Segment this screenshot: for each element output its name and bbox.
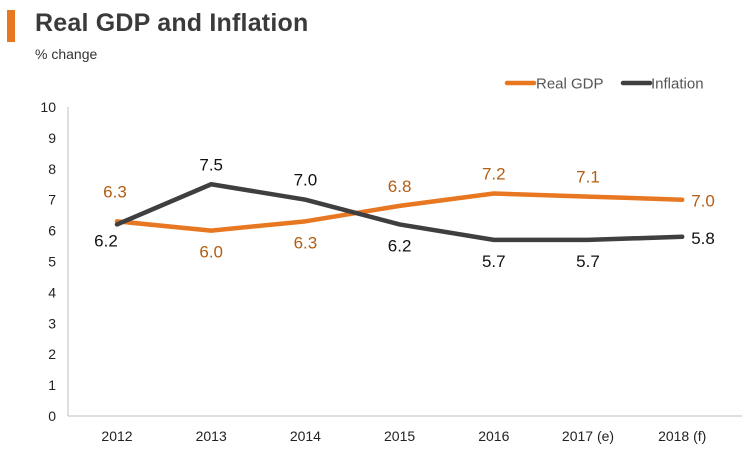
real-gdp-legend-label: Real GDP bbox=[536, 76, 604, 93]
y-tick-label: 1 bbox=[48, 377, 56, 393]
inflation-series-line bbox=[114, 182, 685, 243]
y-tick-label: 4 bbox=[48, 284, 56, 300]
y-tick-label: 6 bbox=[48, 223, 56, 239]
y-tick-label: 3 bbox=[48, 315, 56, 331]
real-gdp-data-label: 7.1 bbox=[576, 168, 600, 187]
x-tick-label: 2014 bbox=[290, 428, 321, 444]
x-tick-label: 2016 bbox=[478, 428, 509, 444]
x-tick-label: 2017 (e) bbox=[562, 428, 614, 444]
data-labels: 6.3 6.0 6.3 6.8 7.2 7.1 7.0 6.2 7.5 7.0 6.2 5.7 5.7 5… bbox=[94, 155, 715, 271]
y-tick-label: 8 bbox=[48, 161, 56, 177]
y-tick-label: 0 bbox=[48, 408, 56, 424]
real-gdp-data-label: 7.2 bbox=[482, 165, 506, 184]
y-tick-label: 10 bbox=[40, 99, 56, 115]
y-tick-label: 5 bbox=[48, 254, 56, 270]
real-gdp-data-label: 6.3 bbox=[103, 182, 127, 201]
y-tick-label: 9 bbox=[48, 130, 56, 146]
x-tick-label: 2013 bbox=[196, 428, 227, 444]
y-tick-label: 2 bbox=[48, 346, 56, 362]
real-gdp-data-label: 6.8 bbox=[388, 177, 412, 196]
real-gdp-data-label: 6.3 bbox=[294, 233, 318, 252]
inflation-data-label: 7.0 bbox=[294, 171, 318, 190]
y-tick-label: 7 bbox=[48, 192, 56, 208]
x-tick-label: 2018 (f) bbox=[658, 428, 706, 444]
title-accent-bar bbox=[7, 10, 15, 42]
real-gdp-data-label: 7.0 bbox=[691, 192, 715, 211]
inflation-data-label: 5.7 bbox=[482, 252, 506, 271]
x-tick-label: 2012 bbox=[101, 428, 132, 444]
chart-title: Real GDP and Inflation bbox=[35, 9, 309, 37]
inflation-data-label: 6.2 bbox=[388, 236, 412, 255]
series-lines bbox=[114, 182, 685, 243]
inflation-legend-label: Inflation bbox=[651, 76, 704, 93]
chart-subtitle: % change bbox=[35, 46, 98, 62]
x-tick-label: 2015 bbox=[384, 428, 415, 444]
legend: Real GDP Inflation bbox=[504, 76, 704, 93]
chart-axes: 0 1 2 3 4 5 6 7 8 9 10 2012 2013 2014 2015 2016 2017 (e)… bbox=[40, 99, 742, 444]
inflation-data-label: 6.2 bbox=[94, 231, 118, 250]
inflation-data-label: 5.7 bbox=[576, 252, 600, 271]
real-gdp-series-line bbox=[114, 191, 685, 233]
real-gdp-data-label: 6.0 bbox=[199, 243, 223, 262]
inflation-data-label: 5.8 bbox=[691, 229, 715, 248]
inflation-data-label: 7.5 bbox=[199, 155, 223, 174]
